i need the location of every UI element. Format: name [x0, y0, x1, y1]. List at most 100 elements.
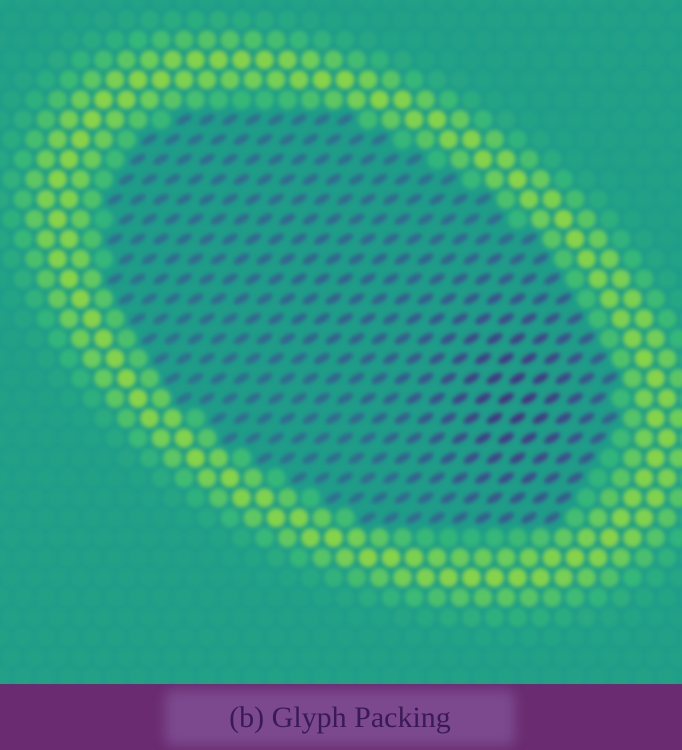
glyph: [646, 528, 665, 548]
glyph: [600, 90, 619, 110]
glyph: [244, 352, 262, 365]
glyph: [152, 273, 170, 285]
glyph: [290, 472, 308, 484]
glyph: [71, 249, 90, 269]
glyph: [301, 10, 320, 30]
glyph: [290, 432, 308, 444]
glyph: [473, 149, 493, 169]
glyph: [187, 293, 204, 305]
glyph: [577, 169, 596, 189]
glyph: [313, 113, 331, 126]
glyph: [174, 0, 194, 10]
glyph: [279, 173, 296, 185]
glyph: [439, 647, 458, 667]
glyph: [106, 273, 124, 285]
glyph: [601, 372, 618, 385]
glyph: [48, 129, 67, 149]
glyph: [232, 568, 251, 588]
glyph: [404, 110, 424, 129]
glyph: [486, 332, 503, 345]
glyph: [175, 113, 193, 126]
glyph: [151, 468, 171, 488]
glyph: [520, 313, 538, 325]
glyph: [2, 10, 21, 30]
glyph: [197, 0, 217, 10]
glyph: [646, 329, 665, 349]
glyph: [657, 110, 677, 129]
glyph: [71, 169, 90, 189]
glyph: [657, 508, 677, 528]
glyph: [210, 213, 227, 225]
glyph: [82, 110, 102, 129]
glyph: [439, 129, 458, 149]
glyph: [358, 0, 378, 10]
glyph: [543, 392, 561, 405]
glyph: [187, 372, 204, 385]
glyph: [577, 90, 596, 110]
glyph: [531, 568, 550, 588]
glyph: [2, 50, 21, 70]
glyph: [105, 110, 125, 129]
glyph: [163, 408, 182, 428]
glyph: [348, 213, 365, 225]
glyph: [36, 70, 56, 90]
glyph: [555, 452, 572, 464]
glyph: [290, 392, 308, 405]
glyph: [646, 209, 665, 229]
glyph: [13, 30, 33, 50]
glyph: [474, 273, 492, 285]
glyph: [94, 10, 113, 30]
glyph: [13, 269, 33, 289]
glyph: [543, 512, 561, 524]
glyph: [543, 432, 561, 444]
glyph: [13, 110, 33, 129]
glyph: [600, 169, 619, 189]
glyph: [646, 448, 665, 468]
glyph: [347, 528, 366, 548]
glyph: [48, 169, 67, 189]
glyph: [2, 249, 21, 269]
glyph: [347, 50, 366, 70]
glyph: [94, 329, 113, 349]
glyph: [36, 229, 56, 249]
glyph: [463, 412, 480, 424]
glyph: [382, 472, 400, 484]
glyph: [486, 412, 503, 424]
glyph: [611, 269, 631, 289]
glyph: [565, 667, 585, 687]
glyph: [221, 193, 239, 205]
glyph: [0, 388, 10, 408]
glyph: [267, 392, 285, 405]
glyph: [13, 309, 33, 329]
glyph: [657, 149, 677, 169]
glyph: [71, 10, 90, 30]
glyph: [140, 50, 159, 70]
glyph: [187, 332, 204, 345]
glyph: [13, 667, 33, 687]
glyph: [151, 508, 171, 528]
glyph: [140, 608, 159, 627]
glyph: [279, 412, 296, 424]
glyph: [485, 169, 504, 189]
glyph: [382, 313, 400, 325]
glyph: [519, 548, 539, 568]
glyph: [220, 0, 240, 10]
glyph: [542, 588, 562, 607]
glyph: [382, 193, 400, 205]
glyph: [48, 329, 67, 349]
glyph: [634, 428, 654, 448]
glyph: [244, 273, 262, 285]
glyph: [164, 173, 181, 185]
glyph: [577, 129, 596, 149]
glyph: [428, 512, 446, 524]
glyph: [600, 249, 619, 269]
glyph: [519, 189, 539, 209]
glyph: [588, 269, 608, 289]
glyph: [359, 193, 377, 205]
glyph: [186, 408, 205, 428]
glyph: [634, 70, 654, 90]
glyph: [71, 647, 90, 667]
glyph: [496, 0, 516, 10]
glyph: [267, 432, 285, 444]
glyph: [141, 173, 158, 185]
